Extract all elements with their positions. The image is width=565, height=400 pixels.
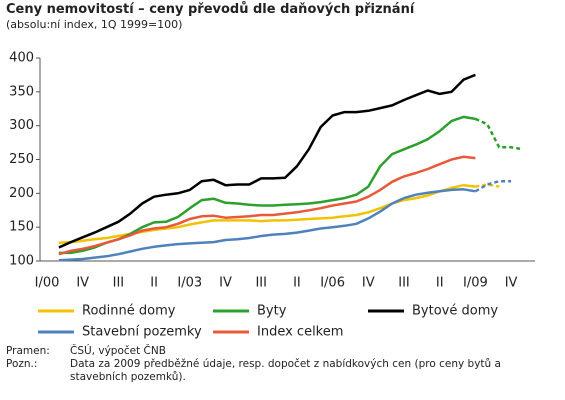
- header: Ceny nemovitostí – ceny převodů dle daňo…: [6, 2, 414, 31]
- legend-label: Byty: [257, 304, 287, 319]
- series-line: [58, 188, 476, 262]
- note-label: Pozn.:: [6, 358, 38, 370]
- x-tick-label: IV: [362, 276, 375, 291]
- note: Data za 2009 předběžné údaje, resp. dopo…: [70, 358, 501, 383]
- footer: Pramen: ČSÚ, výpočet ČNB Pozn.: Data za 20…: [6, 345, 550, 384]
- y-tick-label: 200: [9, 186, 34, 201]
- y-tick-label: 250: [9, 152, 34, 167]
- source: ČSÚ, výpočet ČNB: [70, 345, 166, 357]
- chart-subtitle: (absolu:ní index, 1Q 1999=100): [6, 18, 183, 31]
- series-line: [58, 115, 476, 255]
- x-tick-label: III: [255, 276, 267, 291]
- series-line: [58, 73, 476, 249]
- estimate-line: [474, 117, 524, 151]
- x-tick-label: IV: [505, 276, 518, 291]
- x-tick-label: IV: [76, 276, 89, 291]
- legend-label: Index celkem: [257, 325, 343, 340]
- legend-label: Stavební pozemky: [82, 325, 202, 340]
- legend-label: Bytové domy: [412, 304, 498, 319]
- y-tick-label: 400: [9, 51, 34, 66]
- series-line: [58, 155, 476, 256]
- x-tick-label: I/06: [320, 276, 345, 291]
- legend-label: Rodinné domy: [82, 304, 176, 319]
- x-tick-label: III: [398, 276, 410, 291]
- x-tick-label: II: [436, 276, 444, 291]
- y-tick-label: 350: [9, 84, 34, 99]
- y-tick-label: 100: [9, 254, 34, 269]
- x-tick-label: I/09: [463, 276, 488, 291]
- x-tick-label: I/03: [177, 276, 202, 291]
- x-tick-label: II: [150, 276, 158, 291]
- estimate-line: [475, 183, 500, 188]
- estimate-line: [474, 179, 512, 193]
- y-tick-label: 300: [9, 118, 34, 133]
- source-label: Pramen:: [6, 345, 50, 357]
- chart-title: Ceny nemovitostí – ceny převodů dle daňo…: [6, 2, 415, 17]
- x-tick-label: III: [113, 276, 125, 291]
- x-tick-label: IV: [219, 276, 232, 291]
- x-tick-label: I/00: [35, 276, 60, 291]
- y-tick-label: 150: [9, 220, 34, 235]
- x-tick-label: II: [293, 276, 301, 291]
